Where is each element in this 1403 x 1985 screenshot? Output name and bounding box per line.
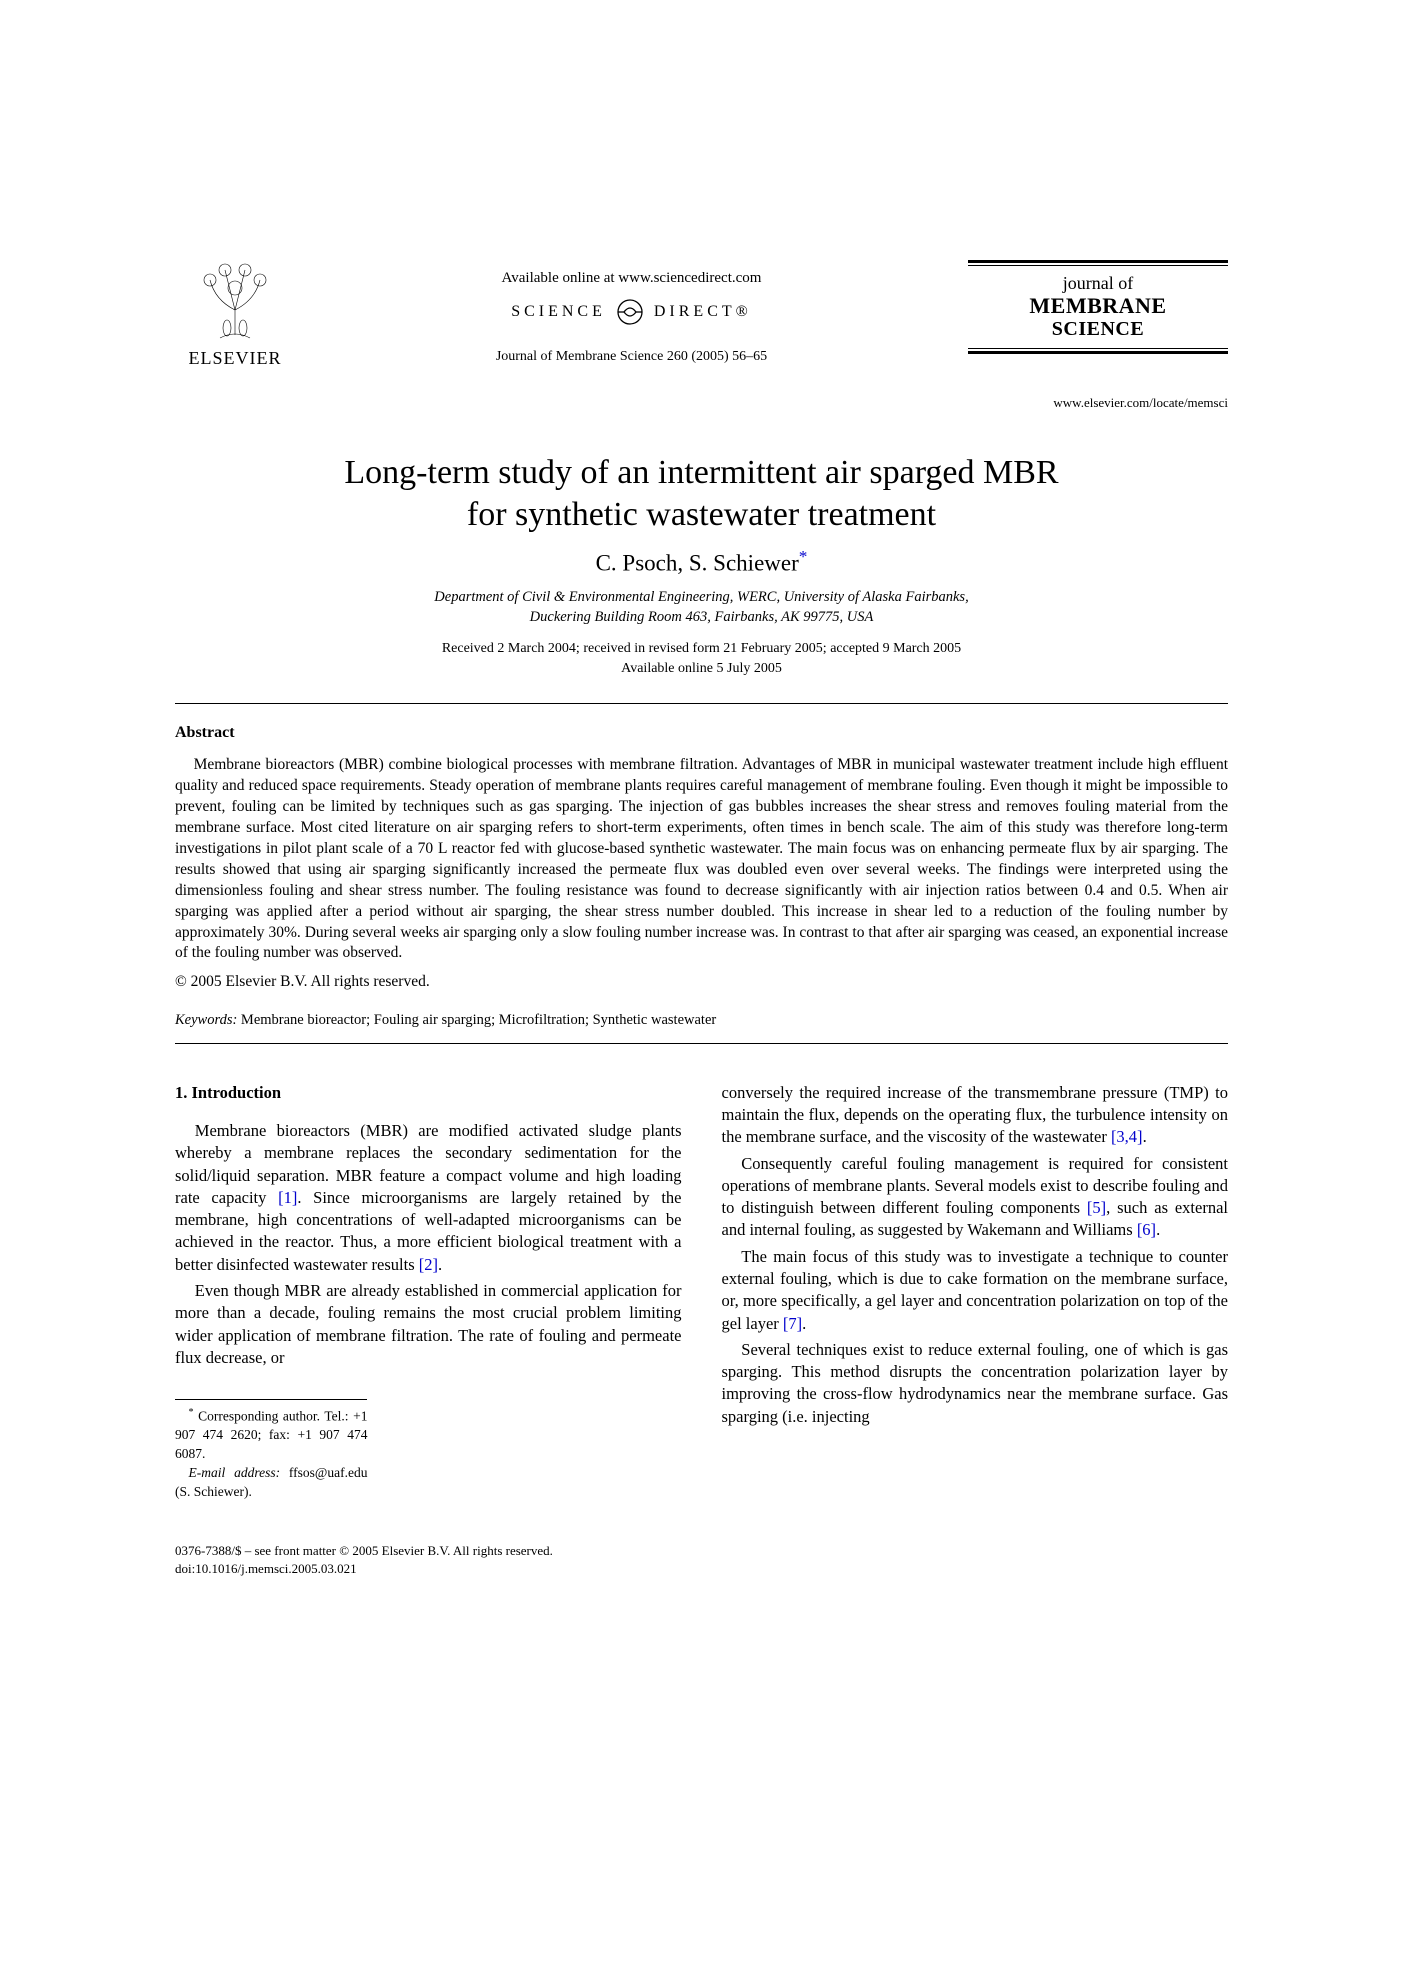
affiliation-line2: Duckering Building Room 463, Fairbanks, … (530, 609, 874, 625)
dates-line1: Received 2 March 2004; received in revis… (442, 641, 961, 656)
right-p3: The main focus of this study was to inve… (722, 1246, 1229, 1335)
title-line2: for synthetic wastewater treatment (467, 496, 936, 533)
journal-title-block: journal of MEMBRANE SCIENCE www.elsevier… (968, 260, 1228, 412)
article-title: Long-term study of an intermittent air s… (175, 452, 1228, 537)
left-p2: Even though MBR are already established … (175, 1280, 682, 1369)
copyright-line: © 2005 Elsevier B.V. All rights reserved… (175, 972, 1228, 993)
right-column: conversely the required increase of the … (722, 1082, 1229, 1502)
footer-line1: 0376-7388/$ – see front matter © 2005 El… (175, 1542, 1228, 1560)
footnote-corr: * Corresponding author. Tel.: +1 907 474… (175, 1406, 367, 1464)
authors: C. Psoch, S. Schiewer* (175, 545, 1228, 579)
footnote-email: E-mail address: ffsos@uaf.edu (S. Schiew… (175, 1464, 367, 1502)
abstract-body: Membrane bioreactors (MBR) combine biolo… (175, 755, 1228, 964)
cite-5[interactable]: [5] (1087, 1198, 1106, 1217)
right-p2: Consequently careful fouling management … (722, 1153, 1229, 1242)
elsevier-logo-block: ELSEVIER (175, 260, 295, 370)
rule-thick-top (968, 260, 1228, 263)
right-p1b: . (1143, 1127, 1147, 1146)
cite-1[interactable]: [1] (278, 1188, 297, 1207)
elsevier-tree-icon (195, 260, 275, 340)
right-p3b: . (802, 1314, 806, 1333)
rule-thin-bottom (968, 348, 1228, 349)
right-p1: conversely the required increase of the … (722, 1082, 1229, 1149)
available-online-text: Available online at www.sciencedirect.co… (295, 268, 968, 288)
journal-name-big: MEMBRANE (968, 294, 1228, 318)
rule-thin-top (968, 265, 1228, 266)
section-1-heading: 1. Introduction (175, 1082, 682, 1104)
right-p4: Several techniques exist to reduce exter… (722, 1339, 1229, 1428)
sciencedirect-left: SCIENCE (511, 301, 606, 323)
header-center: Available online at www.sciencedirect.co… (295, 260, 968, 367)
right-p1a: conversely the required increase of the … (722, 1083, 1229, 1147)
rule-thick-bottom (968, 351, 1228, 354)
authors-text: C. Psoch, S. Schiewer (596, 550, 799, 575)
cite-3-4[interactable]: [3,4] (1111, 1127, 1143, 1146)
footnote-email-label: E-mail address: (189, 1465, 281, 1480)
footer-line2: doi:10.1016/j.memsci.2005.03.021 (175, 1560, 1228, 1578)
affiliation: Department of Civil & Environmental Engi… (175, 588, 1228, 627)
footnotes: * Corresponding author. Tel.: +1 907 474… (175, 1399, 367, 1502)
article-dates: Received 2 March 2004; received in revis… (175, 639, 1228, 678)
elsevier-label: ELSEVIER (189, 346, 282, 370)
cite-2[interactable]: [2] (419, 1255, 438, 1274)
left-column: 1. Introduction Membrane bioreactors (MB… (175, 1082, 682, 1502)
cite-6[interactable]: [6] (1137, 1220, 1156, 1239)
title-line1: Long-term study of an intermittent air s… (344, 454, 1058, 491)
page-footer: 0376-7388/$ – see front matter © 2005 El… (175, 1542, 1228, 1578)
left-p1: Membrane bioreactors (MBR) are modified … (175, 1120, 682, 1276)
journal-url: www.elsevier.com/locate/memsci (968, 394, 1228, 412)
header-row: ELSEVIER Available online at www.science… (175, 260, 1228, 412)
body-columns: 1. Introduction Membrane bioreactors (MB… (175, 1082, 1228, 1502)
rule-above-abstract (175, 703, 1228, 704)
affiliation-line1: Department of Civil & Environmental Engi… (434, 589, 968, 605)
corr-mark: * (799, 547, 808, 566)
dates-line2: Available online 5 July 2005 (621, 661, 782, 676)
journal-citation: Journal of Membrane Science 260 (2005) 5… (295, 348, 968, 367)
keywords-text: Membrane bioreactor; Fouling air spargin… (237, 1012, 716, 1028)
right-p2c: . (1156, 1220, 1160, 1239)
sciencedirect-logo: SCIENCE DIRECT® (295, 298, 968, 326)
keywords-line: Keywords: Membrane bioreactor; Fouling a… (175, 1011, 1228, 1031)
rule-below-keywords (175, 1043, 1228, 1044)
footnote-corr-text: Corresponding author. Tel.: +1 907 474 2… (175, 1409, 367, 1462)
sciencedirect-icon (616, 298, 644, 326)
sciencedirect-right: DIRECT® (654, 301, 752, 323)
journal-name-small: journal of (968, 274, 1228, 294)
abstract-heading: Abstract (175, 722, 1228, 744)
left-p1c: . (438, 1255, 442, 1274)
keywords-label: Keywords: (175, 1012, 237, 1028)
journal-name-mid: SCIENCE (968, 318, 1228, 340)
cite-7[interactable]: [7] (783, 1314, 802, 1333)
